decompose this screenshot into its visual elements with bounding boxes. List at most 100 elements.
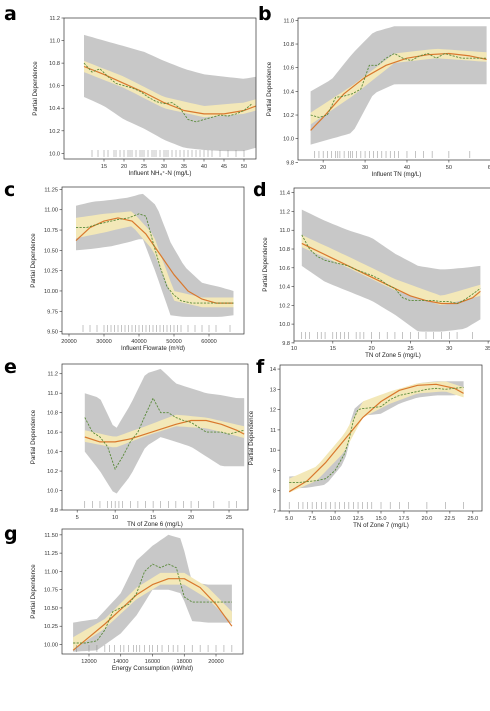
y-tick-label: 10.6: [49, 84, 60, 90]
y-tick-label: 10.75: [44, 228, 58, 234]
y-tick-label: 11.25: [44, 551, 58, 557]
y-tick-label: 9.75: [47, 309, 58, 315]
confidence-band-g: [73, 534, 232, 652]
y-tick-label: 11.00: [44, 208, 58, 214]
x-tick-label: 60000: [201, 339, 217, 345]
x-tick-label: 60: [488, 165, 490, 171]
y-tick-label: 9: [273, 468, 276, 474]
rug-g: [76, 645, 233, 652]
panel-g: 12000 14000 16000 18000 20000 10.00 10.25 10.50…: [4, 523, 244, 672]
y-tick-label: 10.4: [49, 106, 60, 112]
x-axis-label-f: TN of Zone 7 (mg/L): [353, 522, 409, 529]
y-axis-label-c: Partial Dependence: [30, 233, 37, 288]
y-tick-label: 10: [270, 448, 276, 454]
x-tick-label: 20.0: [421, 516, 432, 522]
y-tick-label: 10.00: [44, 289, 58, 295]
rug-a: [91, 150, 245, 157]
axes-frame-d: [293, 187, 490, 342]
x-tick-label: 15: [330, 346, 336, 352]
x-tick-label: 7.5: [308, 516, 316, 522]
y-tick-label: 10.0: [279, 322, 290, 328]
y-tick-label: 10.0: [283, 137, 294, 143]
x-tick-label: 5.0: [285, 516, 293, 522]
y-tick-label: 10.6: [283, 66, 294, 72]
y-tick-label: 14: [270, 367, 276, 373]
x-tick-label: 40000: [131, 339, 147, 345]
y-tick-label: 11.4: [280, 191, 290, 197]
pd-line-e: [84, 397, 245, 471]
y-tick-label: 9.50: [47, 330, 58, 336]
x-tick-label: 18000: [176, 659, 192, 665]
x-axis-label-d: TN of Zone 5 (mg/L): [365, 352, 421, 359]
y-tick-label: 10.4: [279, 285, 290, 291]
y-tick-label: 11.2: [48, 372, 58, 378]
y-tick-label: 11.2: [50, 16, 60, 22]
y-tick-label: 10.00: [44, 642, 58, 648]
y-tick-label: 9.8: [282, 341, 290, 347]
y-tick-label: 10.50: [44, 606, 58, 612]
confidence-band-a: [84, 34, 256, 152]
fit-line-e: [84, 419, 245, 443]
y-tick-label: 11: [270, 428, 276, 434]
confidence-band-e: [84, 368, 245, 494]
x-tick-label: 15: [101, 164, 107, 170]
pd-line-a: [83, 62, 253, 123]
y-axis-label-d: Partial Dependence: [262, 237, 269, 292]
y-tick-label: 10.2: [279, 303, 290, 309]
x-tick-label: 17.5: [399, 516, 410, 522]
x-tick-label: 5: [76, 515, 79, 521]
rug-d: [301, 332, 473, 339]
y-axis-label-a: Partial Dependence: [32, 61, 39, 116]
x-tick-label: 30: [362, 165, 368, 171]
axes-frame-a: [63, 17, 257, 160]
inner-band-f: [289, 381, 464, 493]
y-axis-label-f: Partial Dependence: [248, 410, 255, 465]
y-tick-label: 10.8: [283, 42, 294, 48]
plot-area-c: [75, 193, 234, 317]
panel-letter-g: g: [4, 523, 18, 545]
x-tick-label: 12.5: [353, 516, 364, 522]
y-tick-label: 10.2: [49, 129, 60, 135]
x-tick-label: 25: [226, 515, 232, 521]
axes-frame-e: [61, 363, 249, 511]
fit-line-f: [288, 383, 464, 493]
pd-line-f: [289, 386, 464, 484]
panel-f: 5.0 7.5 10.0 12.5 15.0 17.5 20.0 22.5 25.0 7 8 9 10 1…: [248, 356, 483, 529]
x-tick-label: 30000: [96, 339, 112, 345]
rug-f: [288, 502, 464, 509]
fit-line-g: [72, 578, 233, 651]
y-tick-label: 11.2: [280, 209, 290, 215]
y-tick-label: 10.75: [44, 588, 58, 594]
inner-band-b: [310, 48, 487, 125]
y-tick-label: 13: [270, 387, 276, 393]
y-tick-label: 10.8: [279, 247, 290, 253]
x-tick-label: 14000: [113, 659, 129, 665]
confidence-band-b: [310, 26, 487, 145]
x-tick-label: 10.0: [330, 516, 341, 522]
plot-area-f: [288, 381, 464, 493]
panel-e: 5 10 15 20 25 9.8 10.0 10.2 10.4 10.6 10.8 11.0 11.2…: [4, 356, 249, 528]
x-axis-label-e: TN of Zone 6 (mg/L): [127, 521, 183, 528]
y-tick-label: 10.2: [283, 113, 294, 119]
y-tick-label: 11.50: [44, 533, 58, 539]
x-tick-label: 20: [188, 515, 194, 521]
x-tick-label: 35: [485, 346, 490, 352]
y-tick-label: 10.2: [47, 469, 58, 475]
y-tick-label: 11.0: [50, 39, 60, 45]
x-tick-label: 16000: [145, 659, 161, 665]
pd-line-b: [310, 52, 487, 118]
panel-letter-e: e: [4, 356, 17, 378]
y-tick-label: 10.6: [47, 430, 58, 436]
y-tick-label: 10.25: [44, 624, 58, 630]
x-tick-label: 40: [404, 165, 410, 171]
x-tick-label: 12000: [81, 659, 97, 665]
y-tick-label: 10.25: [44, 269, 58, 275]
y-tick-label: 7: [273, 509, 276, 515]
x-tick-label: 25: [141, 164, 147, 170]
x-tick-label: 50000: [166, 339, 182, 345]
y-axis-label-e: Partial Dependence: [30, 409, 37, 464]
x-tick-label: 25.0: [467, 516, 478, 522]
x-tick-label: 50: [446, 165, 452, 171]
y-tick-label: 10.0: [47, 489, 58, 495]
y-tick-label: 10.50: [44, 248, 58, 254]
